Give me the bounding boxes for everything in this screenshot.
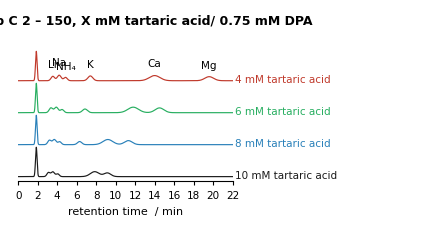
Text: Mg: Mg bbox=[202, 61, 217, 71]
Title: Metrosep C 2 – 150, X mM tartaric acid/ 0.75 mM DPA: Metrosep C 2 – 150, X mM tartaric acid/ … bbox=[0, 15, 313, 28]
Text: NH₄: NH₄ bbox=[56, 62, 75, 72]
Text: Ca: Ca bbox=[148, 59, 161, 69]
Text: 4 mM tartaric acid: 4 mM tartaric acid bbox=[235, 75, 330, 85]
Text: 6 mM tartaric acid: 6 mM tartaric acid bbox=[235, 107, 330, 117]
Text: Na: Na bbox=[52, 58, 66, 68]
X-axis label: retention time  / min: retention time / min bbox=[68, 206, 183, 216]
Text: K: K bbox=[87, 60, 94, 70]
Text: 10 mM tartaric acid: 10 mM tartaric acid bbox=[235, 170, 336, 180]
Text: 8 mM tartaric acid: 8 mM tartaric acid bbox=[235, 138, 330, 148]
Text: Li: Li bbox=[49, 60, 57, 70]
